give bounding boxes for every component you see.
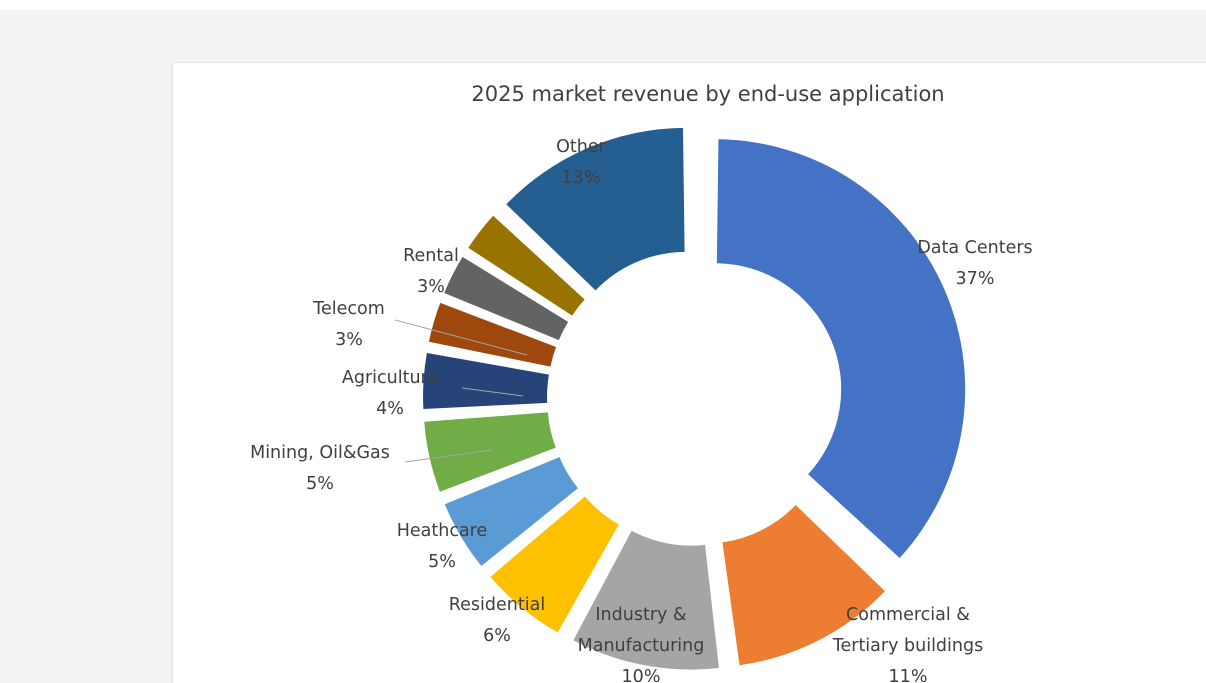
slice-residential bbox=[490, 496, 619, 633]
label-line: 3% bbox=[417, 277, 445, 297]
label-line: 37% bbox=[956, 269, 995, 289]
label-line: Tertiary buildings bbox=[832, 636, 983, 656]
leader-lines-group bbox=[394, 319, 528, 463]
label-commercial-tertiary-buildings: Commercial & Tertiary buildings 11% bbox=[832, 605, 983, 682]
slice-heathcare bbox=[444, 457, 578, 567]
label-line: Industry & bbox=[595, 605, 687, 625]
label-rental: Rental 3% bbox=[403, 246, 459, 297]
label-data-centers: Data Centers 37% bbox=[917, 238, 1032, 289]
label-line: Agriculture bbox=[342, 368, 438, 388]
label-telecom: Telecom 3% bbox=[312, 299, 385, 350]
label-line: 11% bbox=[889, 667, 928, 682]
label-line: 10% bbox=[622, 667, 661, 682]
label-line: 4% bbox=[376, 399, 404, 419]
label-agriculture: Agriculture 4% bbox=[342, 368, 438, 419]
leader-line-telecom bbox=[394, 319, 528, 356]
slice-unlabeled bbox=[468, 215, 585, 316]
label-line: Rental bbox=[403, 246, 459, 266]
slice-commercial-tertiary-buildings bbox=[722, 505, 885, 666]
label-industry-manufacturing: Industry & Manufacturing 10% bbox=[578, 605, 705, 682]
top-bar bbox=[0, 0, 1206, 10]
label-line: Mining, Oil&Gas bbox=[250, 443, 390, 463]
label-line: 5% bbox=[306, 474, 334, 494]
leader-line-agriculture bbox=[461, 387, 524, 397]
slice-other bbox=[506, 127, 685, 291]
leader-line-mining-oil-gas bbox=[404, 449, 493, 463]
label-heathcare: Heathcare 5% bbox=[397, 521, 488, 572]
label-line: 3% bbox=[335, 330, 363, 350]
label-residential: Residential 6% bbox=[449, 595, 545, 646]
label-line: 13% bbox=[562, 168, 601, 188]
slice-industry-manufacturing bbox=[573, 530, 719, 670]
label-line: Heathcare bbox=[397, 521, 488, 541]
label-line: 6% bbox=[483, 626, 511, 646]
label-line: Manufacturing bbox=[578, 636, 705, 656]
slice-data-centers bbox=[716, 139, 966, 558]
label-line: 5% bbox=[428, 552, 456, 572]
label-line: Commercial & bbox=[846, 605, 970, 625]
label-line: Other bbox=[556, 137, 606, 157]
slice-rental bbox=[444, 256, 569, 341]
chart-title: 2025 market revenue by end-use applicati… bbox=[471, 82, 944, 106]
labels-group: Data Centers 37% Commercial & Tertiary buil… bbox=[250, 137, 1033, 682]
label-line: Data Centers bbox=[917, 238, 1032, 258]
label-line: Residential bbox=[449, 595, 545, 615]
label-mining-oil-gas: Mining, Oil&Gas 5% bbox=[250, 443, 390, 494]
slice-mining-oil-gas bbox=[424, 412, 556, 492]
label-line: Telecom bbox=[312, 299, 385, 319]
label-other: Other 13% bbox=[556, 137, 606, 188]
slice-telecom bbox=[428, 302, 557, 367]
slices-group bbox=[423, 127, 966, 670]
